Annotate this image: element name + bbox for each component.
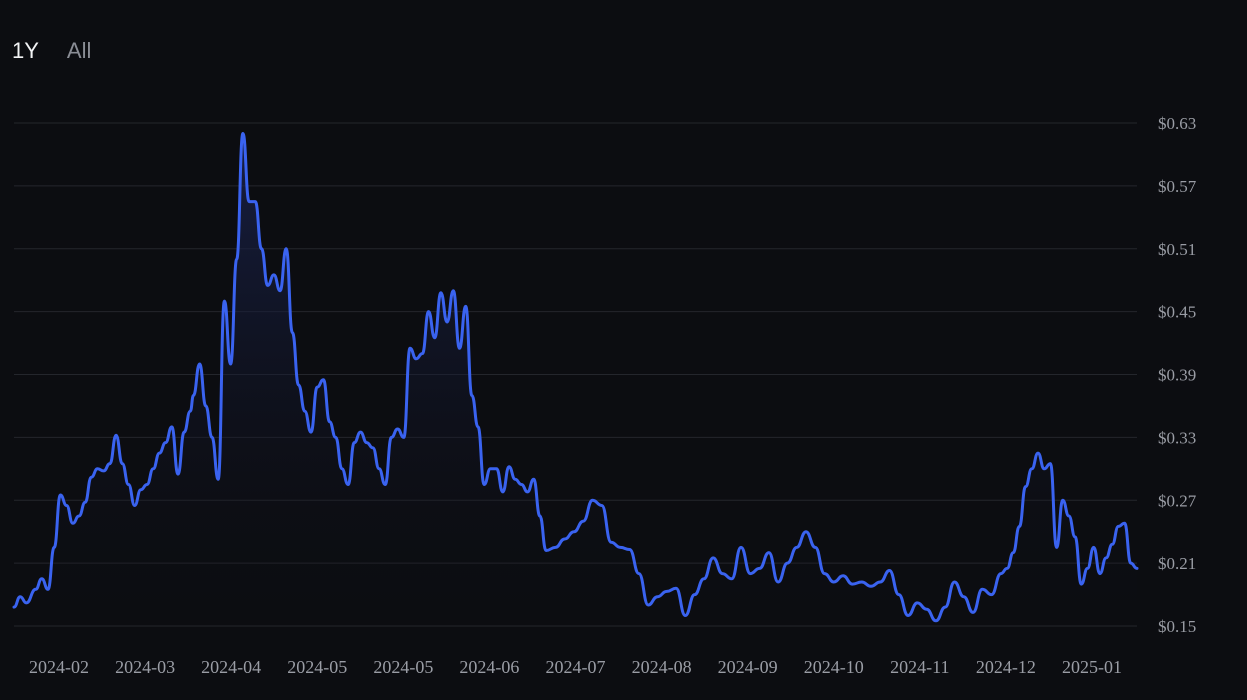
x-tick-label: 2024-03 <box>115 657 175 677</box>
x-tick-label: 2024-12 <box>976 657 1036 677</box>
x-tick-label: 2024-05 <box>287 657 347 677</box>
x-tick-label: 2024-02 <box>29 657 89 677</box>
y-tick-label: $0.39 <box>1158 366 1196 385</box>
x-tick-label: 2024-04 <box>201 657 261 677</box>
area-fill-layer <box>14 133 1137 626</box>
y-tick-label: $0.51 <box>1158 240 1196 259</box>
x-tick-label: 2024-06 <box>459 657 519 677</box>
y-tick-label: $0.45 <box>1158 303 1196 322</box>
x-tick-label: 2024-09 <box>718 657 778 677</box>
range-tab-1y[interactable]: 1Y <box>12 38 39 63</box>
x-tick-label: 2025-01 <box>1062 657 1122 677</box>
y-tick-label: $0.21 <box>1158 554 1196 573</box>
y-tick-label: $0.27 <box>1158 491 1197 510</box>
x-tick-label: 2024-10 <box>804 657 864 677</box>
price-line-layer <box>12 132 1139 623</box>
price-series-line <box>12 132 1139 623</box>
time-range-tabs: 1Y All <box>12 38 91 64</box>
x-tick-label: 2024-11 <box>890 657 949 677</box>
x-tick-label: 2024-08 <box>632 657 692 677</box>
y-tick-label: $0.15 <box>1158 617 1196 636</box>
range-tab-all[interactable]: All <box>66 38 92 63</box>
x-axis-ticks: 2024-02 2024-03 2024-04 2024-05 2024-05 2024-… <box>29 657 1122 677</box>
x-tick-label: 2024-07 <box>546 657 606 677</box>
x-tick-label: 2024-05 <box>373 657 433 677</box>
y-tick-label: $0.63 <box>1158 114 1196 133</box>
price-area-fill <box>14 133 1137 626</box>
y-tick-label: $0.57 <box>1158 177 1197 196</box>
y-axis-ticks: $0.15 $0.21 $0.27 $0.33 $0.39 $0.45 $0.51 $0.57… <box>1158 114 1197 636</box>
y-tick-label: $0.33 <box>1158 428 1196 447</box>
